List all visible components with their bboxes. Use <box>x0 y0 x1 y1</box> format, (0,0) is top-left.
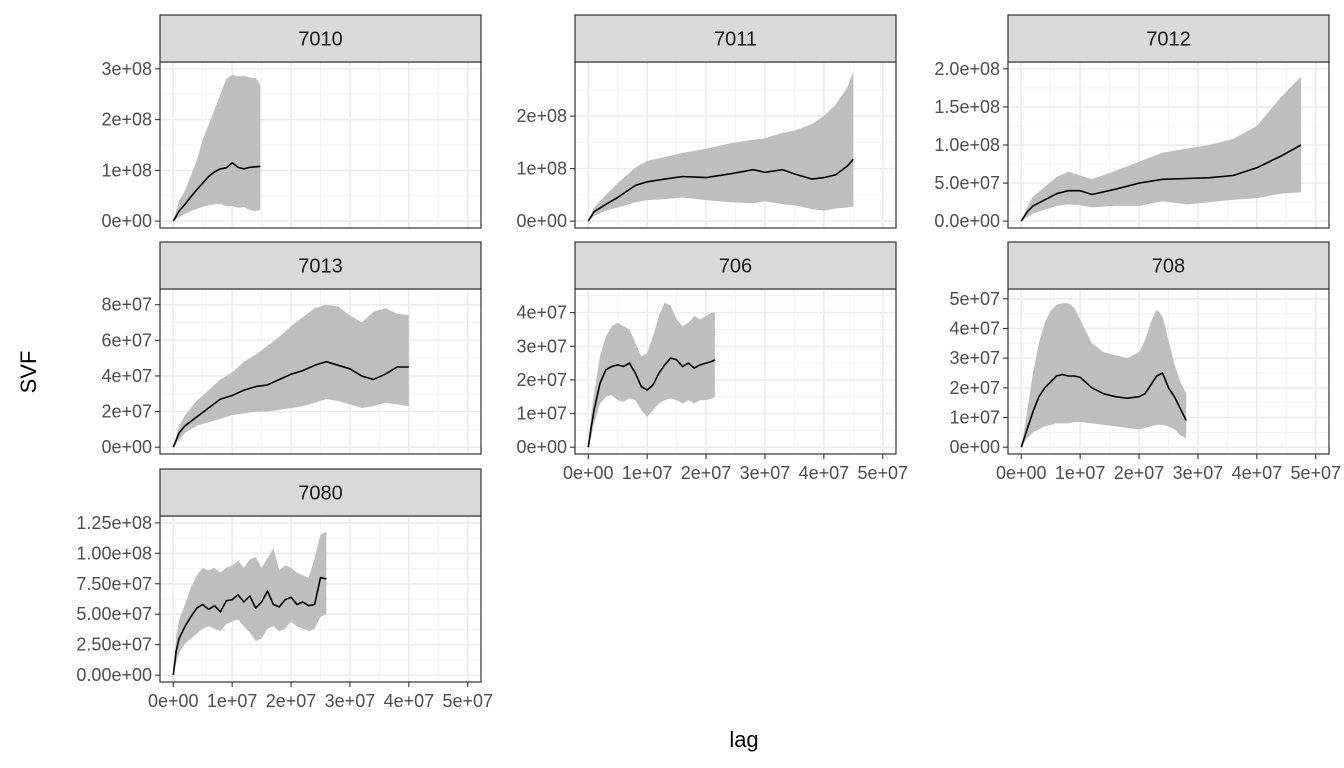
confidence-ribbon <box>173 531 327 676</box>
facet-strip <box>574 14 897 63</box>
svf-line <box>1020 372 1187 448</box>
x-tick-label: 4e+07 <box>1232 463 1283 483</box>
y-tick-label: 2e+08 <box>101 110 152 130</box>
facet-panel-7010: 7010 0e+00 1e+08 2e+08 3e+08 <box>101 14 482 231</box>
facet-strip <box>159 14 482 63</box>
svf-line <box>587 158 854 222</box>
facet-strip-label: 7013 <box>298 256 343 278</box>
x-tick-label: 4e+07 <box>384 691 435 711</box>
x-tick-label: 0e+00 <box>996 463 1047 483</box>
y-tick-label: 8e+07 <box>101 295 152 315</box>
confidence-ribbon <box>588 71 854 222</box>
y-tick-label: 1.25e+08 <box>76 513 152 533</box>
y-tick-label: 7.50e+07 <box>76 574 152 594</box>
y-tick-label: 5.0e+07 <box>934 173 1000 193</box>
x-tick-label: 0e+00 <box>563 463 614 483</box>
facet-panel-7013: 7013 0e+00 2e+07 4e+07 6e+07 8e+07 <box>101 241 482 457</box>
y-tick-label: 2.50e+07 <box>76 635 152 655</box>
y-tick-label: 0.0e+00 <box>934 211 1000 231</box>
y-tick-label: 0e+00 <box>516 437 567 457</box>
y-tick-label: 1e+07 <box>516 404 567 424</box>
x-tick-label: 1e+07 <box>622 463 673 483</box>
y-tick-label: 2e+07 <box>949 378 1000 398</box>
y-tick-label: 3e+07 <box>516 336 567 356</box>
confidence-ribbon <box>173 74 261 222</box>
y-tick-label: 3e+08 <box>101 59 152 79</box>
x-tick-label: 2e+07 <box>266 691 317 711</box>
y-tick-label: 2e+07 <box>101 402 152 422</box>
y-tick-label: 1.5e+08 <box>934 97 1000 117</box>
facet-panel-7080: 7080 0.00e+00 2.50e+07 5.00e+07 7.50e+07 1.00… <box>76 468 493 711</box>
facet-strip <box>1007 241 1330 290</box>
y-tick-label: 4e+07 <box>949 318 1000 338</box>
facet-strip-label: 7012 <box>1146 29 1191 51</box>
svf-line <box>1020 144 1302 222</box>
y-tick-label: 0.00e+00 <box>76 665 152 685</box>
x-tick-label: 3e+07 <box>325 691 376 711</box>
facet-panel-706: 706 0e+00 1e+07 2e+07 3e+07 4e+07 0e+00 1e+07 2e… <box>516 241 908 483</box>
facet-panel-7011: 7011 0e+00 1e+08 2e+08 <box>516 14 897 231</box>
confidence-ribbon <box>1021 76 1301 222</box>
confidence-ribbon <box>1021 303 1187 448</box>
confidence-ribbon <box>588 302 715 448</box>
x-tick-label: 4e+07 <box>799 463 850 483</box>
x-tick-label: 3e+07 <box>740 463 791 483</box>
y-tick-label: 5e+07 <box>949 289 1000 309</box>
x-tick-label: 5e+07 <box>442 691 493 711</box>
y-tick-label: 0e+00 <box>949 437 1000 457</box>
y-tick-label: 4e+07 <box>101 366 152 386</box>
y-tick-label: 4e+07 <box>516 303 567 323</box>
facet-panel-7012: 7012 0.0e+00 5.0e+07 1.0e+08 1.5e+08 2.0e+08 <box>934 14 1330 231</box>
facet-panel-708: 708 0e+00 1e+07 2e+07 3e+07 4e+07 5e+07 0e+00 1e… <box>949 241 1341 483</box>
facet-panels: 7010 0e+00 1e+08 2e+08 3e+08 7011 0e+00 1e+08 2e… <box>76 14 1341 711</box>
y-tick-label: 2e+07 <box>516 370 567 390</box>
facet-strip-label: 708 <box>1152 256 1185 278</box>
y-tick-label: 2e+08 <box>516 106 567 126</box>
x-axis-title: lag <box>729 727 758 752</box>
facet-strip <box>159 468 482 517</box>
y-tick-label: 0e+00 <box>101 437 152 457</box>
y-tick-label: 0e+00 <box>101 211 152 231</box>
facet-strip <box>574 241 897 290</box>
y-tick-label: 6e+07 <box>101 330 152 350</box>
y-tick-label: 3e+07 <box>949 348 1000 368</box>
facet-strip <box>159 241 482 290</box>
x-tick-label: 2e+07 <box>681 463 732 483</box>
y-tick-label: 1e+08 <box>516 159 567 179</box>
x-tick-label: 1e+07 <box>207 691 258 711</box>
svf-line <box>172 162 261 222</box>
y-tick-label: 1e+08 <box>101 160 152 180</box>
y-tick-label: 1.00e+08 <box>76 543 152 563</box>
facet-strip-label: 7011 <box>714 29 757 51</box>
x-tick-label: 2e+07 <box>1114 463 1165 483</box>
y-axis-title: SVF <box>16 351 41 394</box>
y-tick-label: 5.00e+07 <box>76 604 152 624</box>
svf-line <box>172 576 327 676</box>
y-tick-label: 0e+00 <box>516 211 567 231</box>
x-tick-label: 5e+07 <box>1290 463 1341 483</box>
x-tick-label: 3e+07 <box>1173 463 1224 483</box>
y-tick-label: 1e+07 <box>949 408 1000 428</box>
svf-line <box>587 357 716 448</box>
x-tick-label: 5e+07 <box>857 463 908 483</box>
confidence-ribbon <box>173 304 409 448</box>
x-tick-label: 1e+07 <box>1055 463 1106 483</box>
y-tick-label: 1.0e+08 <box>934 135 1000 155</box>
x-tick-label: 0e+00 <box>148 691 199 711</box>
facet-strip-label: 706 <box>719 256 752 278</box>
facet-strip-label: 7010 <box>298 29 343 51</box>
facet-strip-label: 7080 <box>298 483 343 505</box>
facet-strip <box>1007 14 1330 63</box>
svf-line <box>172 360 409 448</box>
y-tick-label: 2.0e+08 <box>934 59 1000 79</box>
